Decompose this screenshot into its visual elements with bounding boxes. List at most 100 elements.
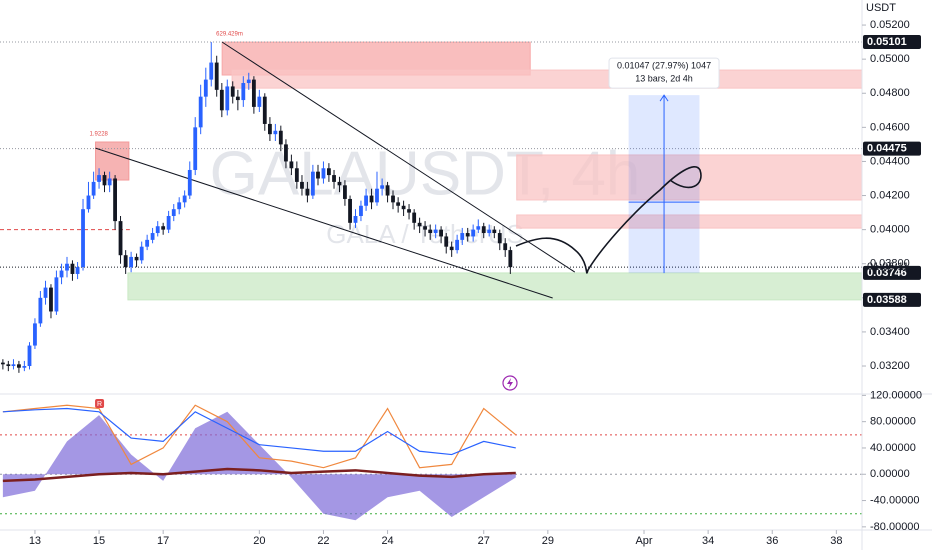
candle-body <box>219 89 224 111</box>
candle-body <box>161 226 166 230</box>
candle-body <box>0 362 5 365</box>
candle-body <box>214 62 219 90</box>
candle-body <box>380 185 385 189</box>
candle-body <box>155 226 160 234</box>
candle-body <box>300 181 304 189</box>
candle-body <box>375 188 379 203</box>
x-tick-label: 38 <box>830 535 842 547</box>
measure-sublabel: 13 bars, 2d 4h <box>635 74 693 84</box>
x-tick-label: 22 <box>317 535 329 547</box>
candle-body <box>17 364 21 368</box>
zone <box>221 41 531 76</box>
candle-body <box>497 233 502 244</box>
measure-arrow-head <box>659 94 669 102</box>
candle-body <box>187 169 192 196</box>
candle-body <box>171 209 176 216</box>
candle-body <box>257 96 262 107</box>
ind-line <box>2 404 517 469</box>
price-label: 0.04475 <box>867 143 907 155</box>
candle-body <box>230 86 235 97</box>
ind-marker: R <box>97 401 102 408</box>
candle-body <box>75 267 80 274</box>
candle-body <box>166 215 171 230</box>
candle-body <box>278 130 283 145</box>
x-tick-label: Apr <box>635 535 652 547</box>
candle-body <box>65 263 69 271</box>
candle-body <box>401 205 406 210</box>
candle-body <box>492 229 497 234</box>
candle-body <box>455 239 460 251</box>
candle-body <box>38 297 43 324</box>
candle-body <box>343 185 347 199</box>
candle-body <box>262 96 267 124</box>
price-label-box <box>863 292 921 307</box>
candle-body <box>182 195 187 203</box>
candle-body <box>439 229 444 237</box>
ind-y-tick-label: 80.00000 <box>870 416 916 428</box>
candle-body <box>471 229 476 237</box>
y-tick-label: 0.04400 <box>870 155 910 167</box>
price-label: 0.05101 <box>867 36 907 48</box>
candle-body <box>385 185 390 196</box>
candle-body <box>49 287 53 312</box>
candle-body <box>396 202 401 206</box>
price-label: 0.03746 <box>867 267 907 279</box>
candle-body <box>433 229 438 234</box>
candle-body <box>273 130 278 135</box>
ind-line <box>2 407 516 456</box>
x-tick-label: 27 <box>478 535 490 547</box>
candle-body <box>123 255 128 268</box>
ind-area <box>2 411 516 521</box>
measure-label: 0.01047 (27.97%) 1047 <box>617 61 711 71</box>
candle-body <box>70 263 75 274</box>
candle-body <box>316 171 320 179</box>
countdown: 01:05:11 <box>867 261 909 273</box>
candle-body <box>91 181 96 196</box>
price-label-box <box>863 141 921 156</box>
candle-body <box>294 168 299 182</box>
trend-line <box>95 147 553 299</box>
zone <box>231 69 862 89</box>
measure-tooltip <box>608 57 720 89</box>
candle-body <box>508 250 513 268</box>
candle-body <box>241 83 246 101</box>
candle-body <box>33 323 37 346</box>
ind-marker-box <box>95 399 105 408</box>
candle-body <box>364 195 368 206</box>
candle-body <box>22 366 27 368</box>
candle-body <box>289 161 294 169</box>
candle-body <box>129 256 134 268</box>
candle-body <box>444 236 449 247</box>
candle-body <box>235 96 240 101</box>
candle-body <box>481 226 486 234</box>
candle-body <box>284 144 288 162</box>
candle-body <box>113 178 117 222</box>
zone <box>516 214 862 229</box>
trend-line <box>221 41 576 273</box>
candle-body <box>353 215 358 223</box>
candle-body <box>407 209 411 213</box>
y-tick-label: 0.03200 <box>870 360 910 372</box>
candle-body <box>145 239 150 247</box>
zone <box>516 154 862 201</box>
y-tick-label: 0.04000 <box>870 224 910 236</box>
zone <box>127 272 862 301</box>
ind-y-tick-label: -40.00000 <box>870 494 920 506</box>
zone-label: 629.429m <box>216 32 243 38</box>
candle-body <box>449 246 454 251</box>
currency: USDT <box>866 2 896 14</box>
zone-label: 1.9228 <box>90 132 109 138</box>
candle-body <box>134 256 139 261</box>
candle-body <box>209 62 214 80</box>
ind-y-tick-label: 120.00000 <box>870 389 922 401</box>
candle-body <box>337 181 342 186</box>
candle-body <box>359 205 363 216</box>
candle-body <box>203 79 208 97</box>
candle-body <box>198 96 203 128</box>
x-tick-label: 13 <box>29 535 41 547</box>
candle-body <box>348 198 352 223</box>
candle-body <box>326 168 331 176</box>
y-tick-label: 0.04200 <box>870 189 910 201</box>
candle-body <box>391 195 395 203</box>
